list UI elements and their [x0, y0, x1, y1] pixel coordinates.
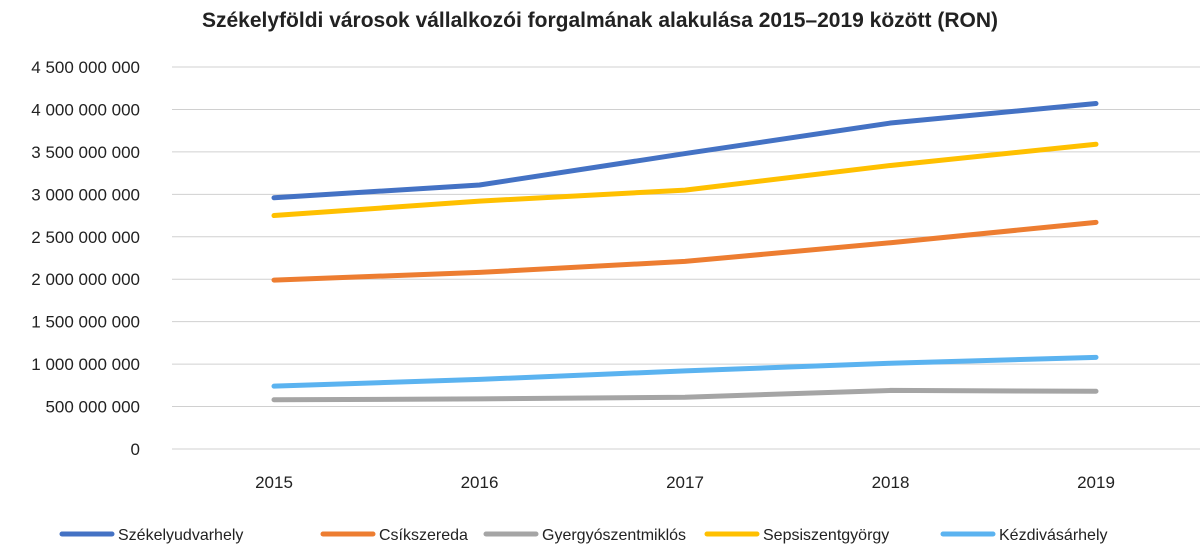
y-axis-tick-labels: 0 500 000 000 1 000 000 000 1 500 000 000 2 …: [31, 58, 140, 459]
legend-label: Sepsiszentgyörgy: [763, 527, 889, 544]
x-tick-label: 2019: [1077, 473, 1115, 492]
y-tick-label: 2 000 000 000: [31, 270, 140, 289]
y-tick-label: 3 000 000 000: [31, 185, 140, 204]
legend: Székelyudvarhely Csíkszereda Gyergyószentm…: [59, 527, 1108, 544]
y-tick-label: 4 000 000 000: [31, 100, 140, 119]
legend-label: Gyergyószentmiklós: [542, 527, 686, 544]
x-tick-label: 2018: [872, 473, 910, 492]
series-line: [271, 219, 1099, 283]
y-tick-label: 500 000 000: [45, 398, 140, 417]
y-tick-label: 3 500 000 000: [31, 143, 140, 162]
x-tick-label: 2017: [666, 473, 704, 492]
x-tick-label: 2016: [461, 473, 499, 492]
legend-label: Csíkszereda: [379, 527, 468, 544]
chart-title: Székelyföldi városok vállalkozói forgalm…: [202, 9, 998, 32]
legend-label: Székelyudvarhely: [118, 527, 243, 544]
y-tick-label: 4 500 000 000: [31, 58, 140, 77]
y-tick-label: 2 500 000 000: [31, 228, 140, 247]
series-line: [271, 387, 1099, 403]
y-tick-label: 0: [131, 440, 140, 459]
x-tick-label: 2015: [255, 473, 293, 492]
x-axis-tick-labels: 2015 2016 2017 2018 2019: [255, 473, 1115, 492]
legend-label: Kézdivásárhely: [999, 527, 1108, 544]
y-tick-label: 1 500 000 000: [31, 313, 140, 332]
y-tick-label: 1 000 000 000: [31, 355, 140, 374]
series-line: [271, 354, 1099, 389]
series-line: [271, 141, 1099, 219]
series-lines: [271, 101, 1099, 403]
series-line: [271, 101, 1099, 201]
